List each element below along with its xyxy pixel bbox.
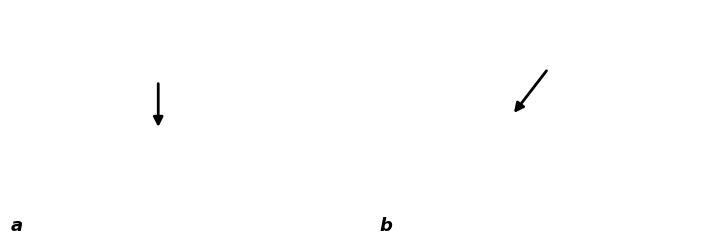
Text: b: b: [379, 217, 392, 235]
Text: a: a: [11, 217, 23, 235]
